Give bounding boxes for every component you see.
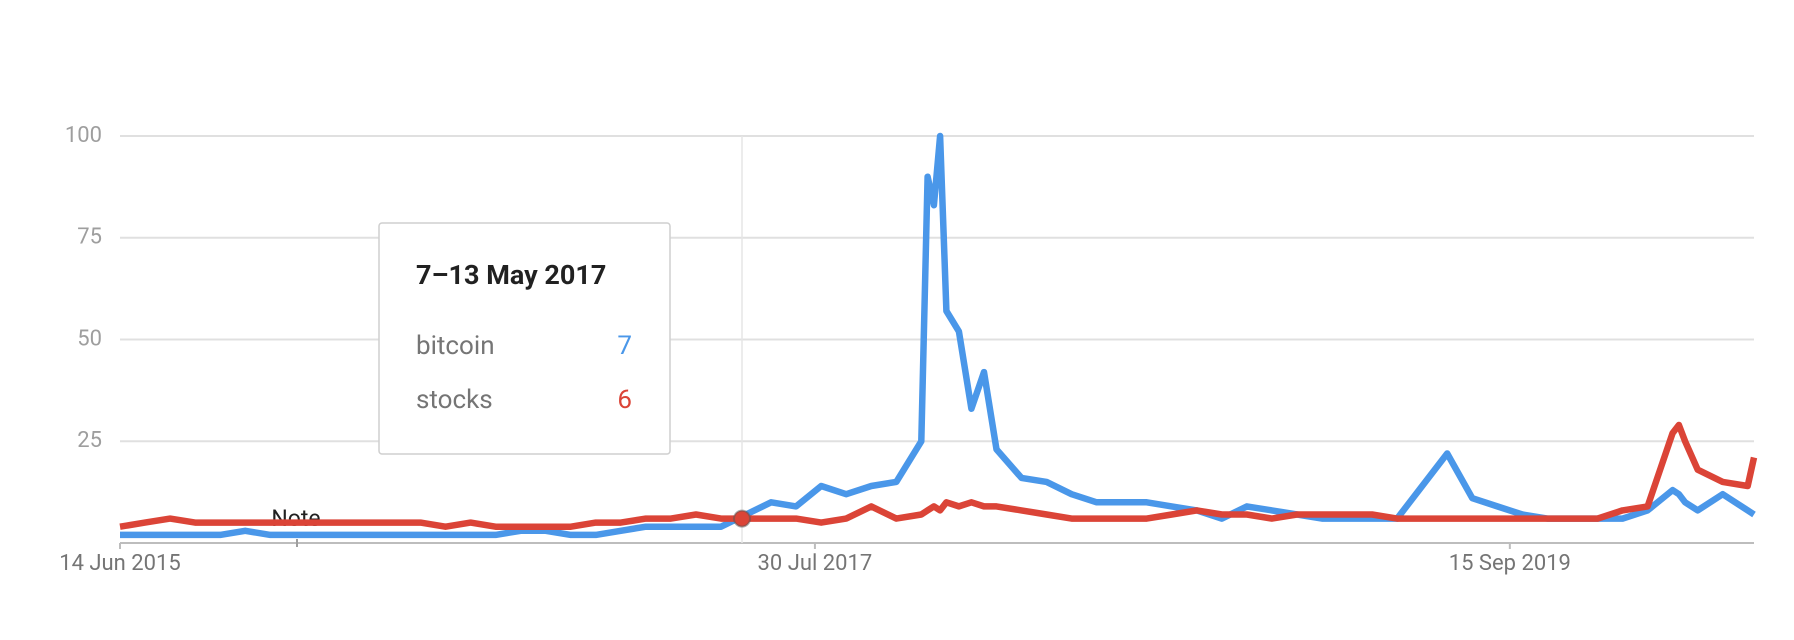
tooltip-value: 6 xyxy=(617,385,632,415)
x-tick-label: 30 Jul 2017 xyxy=(758,551,873,576)
y-tick-label: 75 xyxy=(77,225,102,250)
tooltip-series-name: stocks xyxy=(416,385,493,415)
series-line xyxy=(120,132,1756,539)
tooltip-title: 7–13 May 2017 xyxy=(416,259,606,291)
tooltip: 7–13 May 2017 bitcoin 7 stocks 6 xyxy=(378,222,671,455)
tooltip-box xyxy=(378,222,671,455)
tooltip-series-name: bitcoin xyxy=(416,331,495,361)
series-line xyxy=(119,421,1758,530)
lines xyxy=(119,132,1758,539)
tooltip-value: 7 xyxy=(617,331,632,361)
y-tick-label: 25 xyxy=(77,428,102,453)
hover-dot xyxy=(733,509,751,528)
x-tick-label: 14 Jun 2015 xyxy=(59,551,181,576)
annotation: Note xyxy=(271,505,320,532)
x-tick-label: 15 Sep 2019 xyxy=(1449,551,1571,576)
y-tick-label: 100 xyxy=(65,123,102,148)
y-tick-label: 50 xyxy=(77,326,102,351)
